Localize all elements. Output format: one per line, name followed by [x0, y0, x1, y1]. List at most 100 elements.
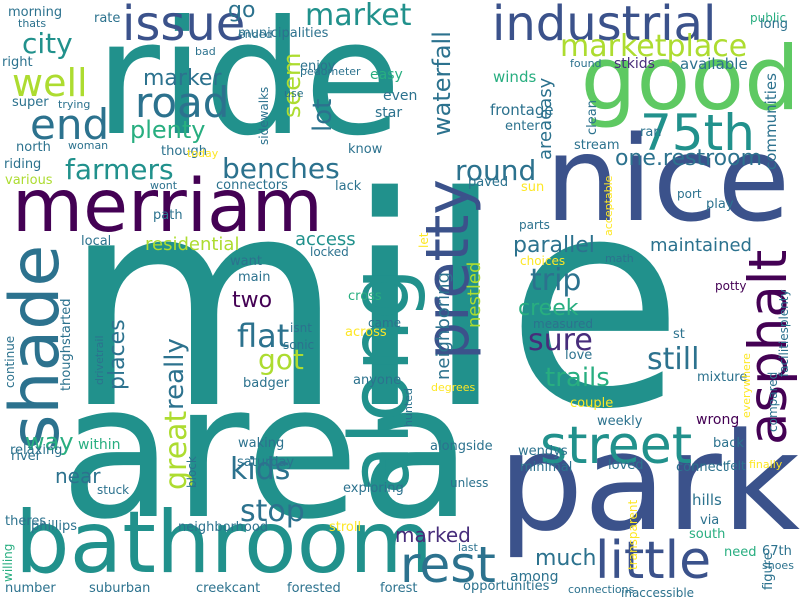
word-parts: parts: [519, 218, 550, 232]
word-lot: lot: [308, 98, 338, 132]
word-love: love: [565, 348, 593, 363]
word-exploring: exploring: [343, 481, 404, 496]
word-city: city: [22, 27, 73, 60]
word-star: star: [375, 105, 403, 121]
word-wrong: wrong: [696, 412, 740, 428]
word-enter: enter: [505, 119, 540, 134]
word-clean: clean: [585, 100, 600, 135]
word-ran: ran: [640, 125, 662, 140]
word-sonic: sonic: [283, 338, 315, 352]
word-local: local: [81, 234, 112, 249]
word-thats: thats: [18, 17, 47, 30]
word-transparent: transparent: [626, 499, 640, 570]
word-hunted: hunted: [402, 388, 415, 427]
word-today: today: [187, 147, 219, 160]
word-across: across: [345, 325, 387, 340]
word-wendys: wendys: [518, 444, 568, 459]
word-everywhere: everywhere: [740, 353, 753, 418]
word-trying: trying: [58, 98, 91, 111]
word-creekcant: creekcant: [196, 581, 261, 596]
word-suburban: suburban: [89, 581, 151, 596]
word-continue: continue: [3, 335, 17, 388]
word-north: north: [16, 140, 51, 155]
word-forested: forested: [287, 581, 341, 596]
word-various: various: [5, 173, 53, 188]
word-isnt: isnt: [290, 321, 312, 335]
word-end: end: [30, 100, 110, 149]
word-paved: paved: [468, 175, 509, 190]
word-sure: sure: [528, 323, 593, 358]
word-marketplace: marketplace: [560, 29, 748, 64]
word-main: main: [238, 270, 271, 285]
word-creek: creek: [518, 296, 579, 321]
word-south: south: [689, 527, 726, 542]
word-nice: nice: [545, 110, 791, 248]
word-connections: connections: [568, 583, 635, 596]
word-neighboring: neighboring: [433, 272, 454, 380]
word-nestled: nestled: [464, 261, 485, 328]
word-willing: willing: [1, 543, 15, 582]
word-two: two: [232, 288, 273, 313]
word-lack: lack: [335, 179, 362, 194]
word-trip: trip: [530, 263, 582, 298]
word-locked: locked: [310, 245, 349, 259]
word-frontage: frontage: [490, 101, 554, 119]
word-use: use: [284, 87, 304, 100]
word-back: back: [713, 436, 744, 451]
word-right: right: [2, 55, 33, 70]
word-acceptable: acceptable: [602, 175, 615, 236]
word-good: good: [580, 27, 800, 130]
word-cross: cross: [348, 289, 382, 304]
word-bathroom: bathroom: [15, 493, 433, 593]
word-finally: finally: [749, 458, 783, 471]
word-stroll: stroll: [329, 520, 362, 535]
word-stkids: stkids: [614, 56, 655, 72]
word-within: within: [78, 437, 121, 453]
word-st: st: [673, 327, 685, 342]
word-weekly: weekly: [597, 414, 643, 429]
word-alongside: alongside: [430, 439, 493, 454]
word-communities: communities: [762, 73, 780, 170]
word-let: let: [417, 232, 431, 248]
word-hills: hills: [692, 491, 722, 509]
word-number: number: [5, 581, 56, 596]
word-one-restroom: one.restroom: [615, 146, 763, 171]
word-phillips: phillips: [31, 519, 77, 534]
word-block: block: [185, 456, 199, 488]
word-road: road: [135, 78, 230, 127]
word-67th: 67th: [762, 544, 792, 559]
word-marker: marker: [143, 66, 222, 91]
word-plenty: plenty: [130, 116, 206, 144]
word-go: go: [228, 0, 256, 23]
word-thoughstarted: thoughstarted: [59, 298, 74, 391]
word-maintained: maintained: [650, 235, 752, 256]
word-drivetrail: drivetrail: [93, 335, 106, 385]
word-mixture: mixture: [697, 370, 748, 385]
word-found: found: [570, 57, 602, 70]
word-felt: felt: [726, 459, 746, 473]
word-municipalities: municipalities: [238, 26, 329, 41]
word-easy: easy: [370, 67, 403, 83]
word-public: public: [750, 11, 787, 25]
word-relaxing: relaxing: [10, 443, 63, 458]
word-industrial: industrial: [492, 0, 717, 52]
word-much: much: [535, 546, 597, 571]
word-trails: trails: [545, 363, 610, 393]
word-measured: measured: [533, 317, 593, 331]
word-connectors: connectors: [216, 178, 288, 193]
word-ended: ended: [238, 28, 273, 41]
word-market: market: [305, 0, 412, 33]
word-sidewalks: sidewalks: [257, 86, 271, 145]
word-river: river: [11, 449, 41, 464]
word-port: port: [677, 187, 702, 201]
word-got: got: [258, 343, 304, 376]
word-kids: kids: [230, 452, 291, 487]
word-riding: riding: [4, 157, 42, 172]
word-neighborhood: neighborhood: [178, 520, 269, 535]
word-stuck: stuck: [97, 483, 130, 497]
word-farmers: farmers: [65, 153, 174, 186]
word-really: really: [160, 338, 190, 410]
word-connect: connect: [676, 460, 728, 475]
word-pedometer: pedometer: [300, 65, 361, 78]
